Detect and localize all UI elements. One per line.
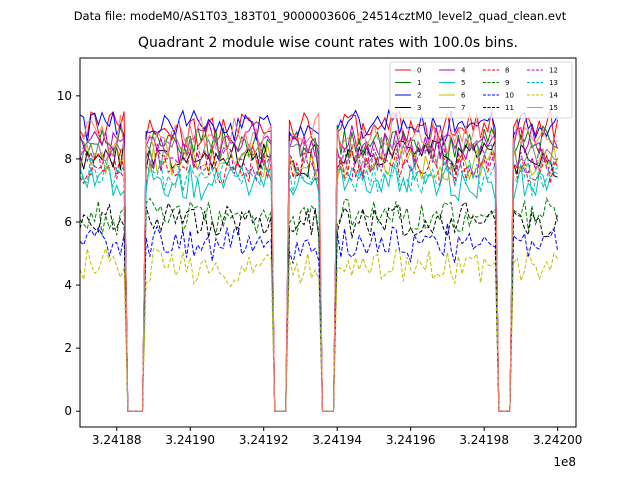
series-line-13 (80, 156, 558, 412)
x-tick-label: 3.24192 (239, 433, 289, 447)
legend-label-2: 2 (417, 92, 421, 100)
legend-label-14: 14 (549, 92, 558, 100)
y-tick-label: 8 (64, 152, 72, 166)
y-tick-label: 0 (64, 404, 72, 418)
legend-label-11: 11 (505, 104, 514, 112)
series-line-4 (80, 120, 559, 412)
x-tick-label: 3.24194 (312, 433, 362, 447)
legend-label-0: 0 (417, 67, 421, 75)
y-tick-label: 6 (64, 215, 72, 229)
axes-frame (79, 57, 577, 428)
x-tick-label: 3.24198 (459, 433, 509, 447)
x-tick-label: 3.24190 (165, 433, 215, 447)
legend-label-9: 9 (505, 79, 509, 87)
legend-label-1: 1 (417, 79, 421, 87)
series-line-12 (80, 140, 559, 412)
x-offset-label: 1e8 (553, 455, 576, 469)
legend-frame (389, 61, 573, 119)
y-tick-label: 10 (57, 89, 72, 103)
legend-label-12: 12 (549, 67, 558, 75)
legend-label-13: 13 (549, 79, 558, 87)
legend-label-15: 15 (549, 104, 558, 112)
x-tick-label: 3.24200 (533, 433, 583, 447)
series-line-11 (80, 201, 559, 412)
y-tick-label: 2 (64, 341, 72, 355)
figure-suptitle: Data file: modeM0/AS1T03_183T01_90000036… (73, 9, 567, 23)
series-line-9 (80, 196, 559, 412)
series-line-10 (80, 223, 559, 412)
legend-label-6: 6 (461, 92, 466, 100)
legend-label-3: 3 (417, 104, 421, 112)
y-tick-label: 4 (64, 278, 72, 292)
legend-label-7: 7 (461, 104, 465, 112)
legend-label-4: 4 (461, 67, 466, 75)
chart-title: Quadrant 2 module wise count rates with … (138, 35, 518, 51)
plot-area (80, 108, 559, 412)
series-line-15 (80, 111, 558, 412)
series-line-14 (80, 246, 559, 412)
legend-label-5: 5 (461, 79, 465, 87)
legend-label-8: 8 (505, 67, 509, 75)
legend-label-10: 10 (505, 92, 514, 100)
x-tick-label: 3.24188 (92, 433, 142, 447)
x-tick-label: 3.24196 (386, 433, 436, 447)
